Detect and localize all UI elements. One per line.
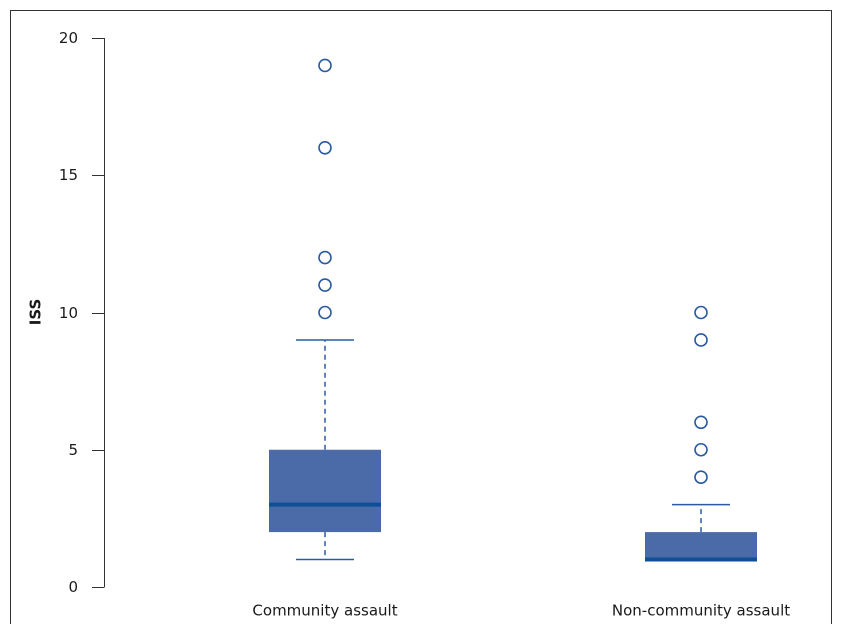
y-tick-label: 10 — [59, 304, 78, 322]
y-axis-title: ISS — [27, 299, 45, 326]
y-tick-label: 0 — [68, 578, 78, 596]
outlier-point — [318, 58, 332, 73]
outlier-point — [318, 250, 332, 265]
iqr-box — [269, 449, 381, 533]
category-label: Community assault — [252, 602, 397, 620]
outlier-point — [318, 141, 332, 155]
category-labels: Community assault Non-community assault — [252, 602, 790, 620]
outlier-point — [694, 415, 708, 430]
category-label: Non-community assault — [612, 602, 790, 620]
box-group — [645, 305, 757, 562]
outlier-point — [694, 442, 708, 457]
boxes — [269, 58, 757, 562]
outlier-point — [318, 278, 332, 292]
y-tick-label: 15 — [59, 166, 78, 184]
box-group — [269, 58, 381, 561]
outlier-point — [694, 333, 708, 347]
plot-frame — [10, 10, 832, 624]
y-tick-label: 20 — [59, 29, 78, 47]
y-tick-label: 5 — [68, 441, 78, 459]
y-ticks: 0 5 10 15 20 — [59, 29, 105, 596]
outlier-point — [694, 305, 708, 320]
outlier-point — [318, 305, 332, 320]
iqr-box — [645, 532, 757, 560]
outlier-point — [694, 470, 708, 485]
